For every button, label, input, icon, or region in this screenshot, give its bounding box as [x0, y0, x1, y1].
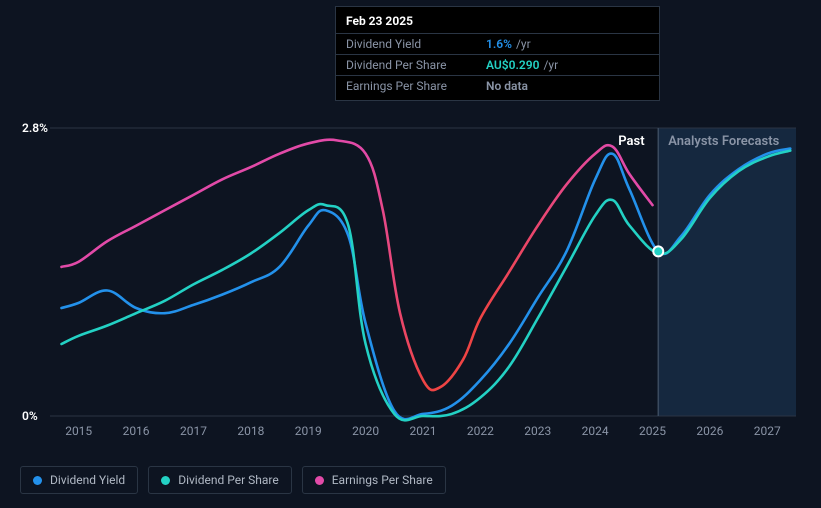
x-axis-label: 2018: [237, 424, 264, 438]
region-label-past: Past: [618, 134, 644, 149]
hover-tooltip: Feb 23 2025 Dividend Yield1.6%/yrDividen…: [335, 6, 660, 101]
tooltip-row: Earnings Per ShareNo data: [336, 75, 659, 96]
legend-item-earnings-per-share[interactable]: Earnings Per Share: [302, 466, 446, 494]
x-axis-label: 2017: [180, 424, 207, 438]
legend-dot: [161, 476, 170, 485]
legend-item-dividend-yield[interactable]: Dividend Yield: [20, 466, 138, 494]
series-earnings-per-share: [61, 140, 652, 390]
legend: Dividend Yield Dividend Per Share Earnings…: [20, 466, 446, 494]
x-axis-label: 2019: [295, 424, 322, 438]
x-axis-label: 2020: [352, 424, 379, 438]
legend-item-dividend-per-share[interactable]: Dividend Per Share: [148, 466, 292, 494]
y-axis-label: 2.8%: [22, 121, 48, 135]
x-axis-label: 2023: [524, 424, 551, 438]
tooltip-row: Dividend Yield1.6% /yr: [336, 33, 659, 54]
tooltip-unit: /yr: [516, 37, 531, 51]
tooltip-date: Feb 23 2025: [336, 11, 659, 33]
tooltip-label: Earnings Per Share: [346, 79, 486, 93]
x-axis-label: 2022: [467, 424, 494, 438]
legend-dot: [315, 476, 324, 485]
x-axis-label: 2021: [410, 424, 437, 438]
x-axis-label: 2024: [582, 424, 609, 438]
dividend-chart: 0% 2.8% 2015 2016 2017 2018 2019 2020 2021 2022 2…: [0, 0, 821, 508]
x-axis-label: 2015: [65, 424, 92, 438]
hover-marker: [653, 246, 663, 256]
legend-label: Dividend Per Share: [178, 473, 279, 487]
x-axis-label: 2016: [123, 424, 150, 438]
x-axis-label: 2027: [754, 424, 781, 438]
region-label-forecast: Analysts Forecasts: [668, 134, 779, 149]
tooltip-label: Dividend Yield: [346, 37, 486, 51]
tooltip-label: Dividend Per Share: [346, 58, 486, 72]
tooltip-value: AU$0.290: [486, 58, 539, 72]
x-axis-label: 2025: [639, 424, 666, 438]
tooltip-row: Dividend Per ShareAU$0.290/yr: [336, 54, 659, 75]
legend-label: Earnings Per Share: [332, 473, 433, 487]
tooltip-unit: /yr: [543, 58, 558, 72]
tooltip-value: No data: [486, 79, 528, 93]
y-axis-label: 0%: [22, 409, 38, 423]
legend-label: Dividend Yield: [50, 473, 125, 487]
x-axis-label: 2026: [696, 424, 723, 438]
legend-dot: [33, 476, 42, 485]
tooltip-value: 1.6%: [486, 37, 512, 51]
